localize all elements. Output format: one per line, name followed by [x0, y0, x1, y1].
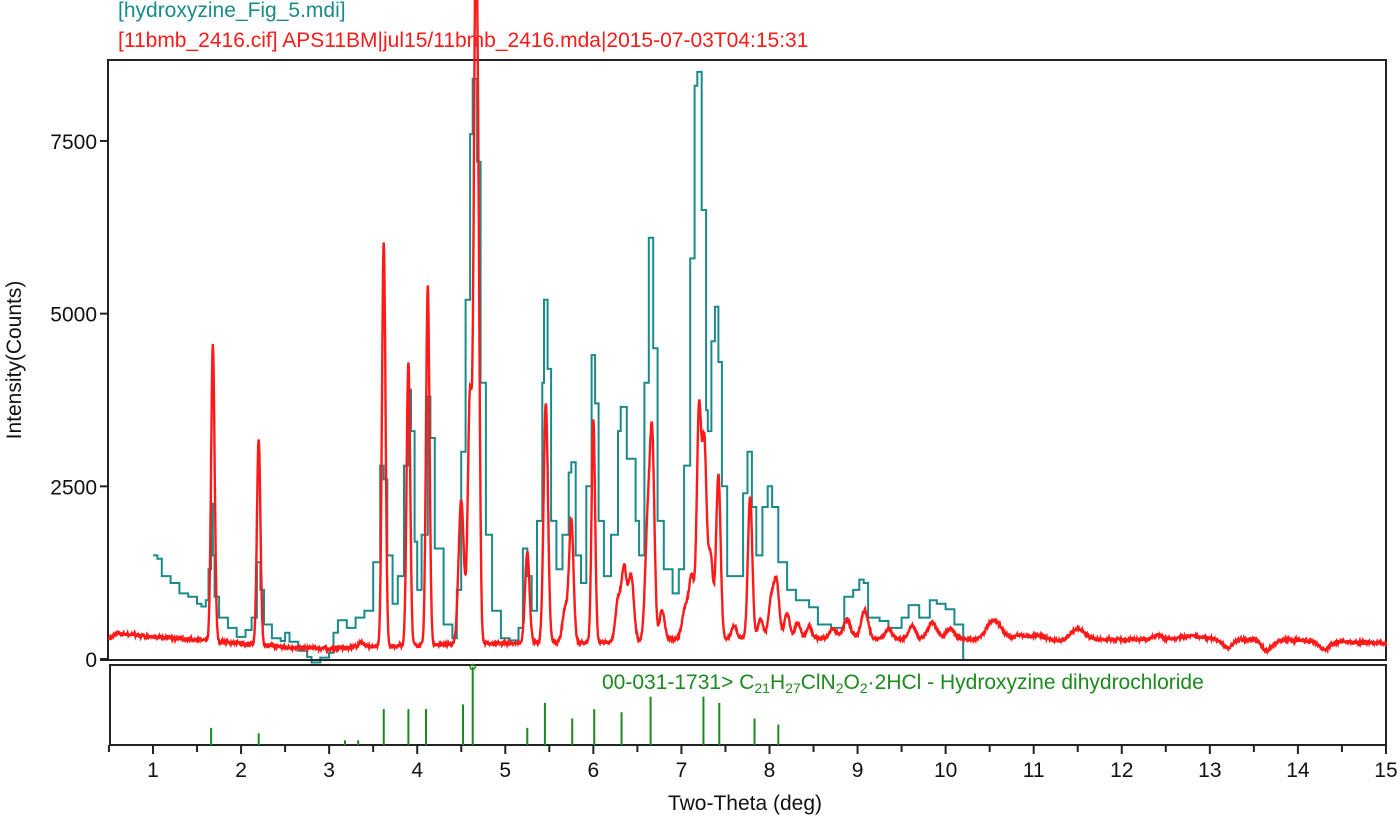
x-tick-label: 9 [852, 759, 864, 782]
y-tick-label: 2500 [50, 476, 97, 499]
x-tick-label: 10 [934, 759, 957, 782]
x-axis: 1 2 3 4 5 6 7 8 9 10 11 12 13 14 15 [107, 745, 1398, 782]
series-11bmb [107, 0, 1388, 656]
reference-pattern-label: 00-031-1731> C21H27ClN2O2·2HCl - Hydroxy… [602, 671, 1204, 696]
x-tick-label: 2 [235, 759, 247, 782]
hydroxyzine-curve [153, 70, 965, 664]
series-hydroxyzine [153, 70, 965, 664]
y-tick-label: 0 [85, 649, 97, 672]
x-tick-label: 7 [676, 759, 688, 782]
x-tick-label: 13 [1198, 759, 1221, 782]
reference-formula: C21H27ClN2O2·2HCl - Hydroxyzine dihydroc… [739, 671, 1204, 696]
y-axis: 0 2500 5000 7500 [50, 131, 108, 672]
x-tick-label: 11 [1023, 759, 1045, 782]
reference-sticks [210, 663, 780, 745]
11bmb-curve [107, 0, 1388, 656]
reference-pattern-panel [109, 664, 1387, 746]
x-tick-label: 15 [1374, 759, 1397, 782]
x-tick-label: 14 [1286, 759, 1310, 782]
x-tick-label: 6 [588, 759, 600, 782]
x-tick-label: 1 [147, 759, 159, 782]
x-tick-label: 12 [1110, 759, 1133, 782]
x-axis-title: Two-Theta (deg) [668, 792, 822, 815]
x-tick-label: 4 [411, 759, 423, 782]
y-tick-label: 7500 [50, 131, 97, 154]
legend-entry-hydroxyzine: [hydroxyzine_Fig_5.mdi] [118, 0, 346, 22]
y-axis-title: Intensity(Counts) [3, 281, 26, 440]
legend-entry-11bmb: [11bmb_2416.cif] APS11BM|jul15/11bmb_241… [118, 29, 809, 52]
x-tick-label: 5 [499, 759, 511, 782]
x-tick-label: 8 [764, 759, 776, 782]
strongest-peak-marker [469, 663, 476, 671]
x-tick-label: 3 [323, 759, 335, 782]
reference-id: 00-031-1731> [602, 671, 734, 694]
y-tick-label: 5000 [50, 304, 97, 327]
